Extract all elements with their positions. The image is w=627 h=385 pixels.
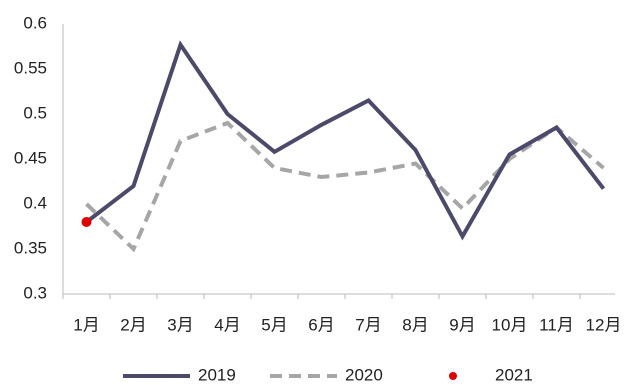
data-point [81,217,92,227]
series-line [85,120,605,253]
legend-label: 2019 [198,365,236,384]
y-tick-label: 0.45 [14,148,47,167]
x-tick-label: 9月 [449,315,475,334]
x-tick-label: 7月 [355,315,381,334]
x-tick-label: 6月 [308,315,334,334]
x-tick-label: 12月 [586,315,622,334]
x-tick-label: 11月 [539,315,574,334]
y-tick-label: 0.35 [14,238,47,257]
x-tick-label: 10月 [492,315,528,334]
y-tick-label: 0.6 [23,13,47,32]
series-line [85,40,606,241]
x-tick-label: 5月 [261,315,287,334]
x-tick-label: 1月 [73,315,99,334]
legend-marker [449,372,457,380]
legend-label: 2020 [345,365,383,384]
y-tick-label: 0.55 [14,58,47,77]
legend-label: 2021 [495,365,533,384]
y-tick-label: 0.3 [23,283,47,302]
y-tick-label: 0.4 [23,193,47,212]
x-tick-label: 2月 [120,315,146,334]
x-tick-label: 8月 [402,315,428,334]
x-tick-label: 3月 [167,315,193,334]
x-tick-label: 4月 [214,315,240,334]
y-tick-label: 0.5 [23,103,47,122]
